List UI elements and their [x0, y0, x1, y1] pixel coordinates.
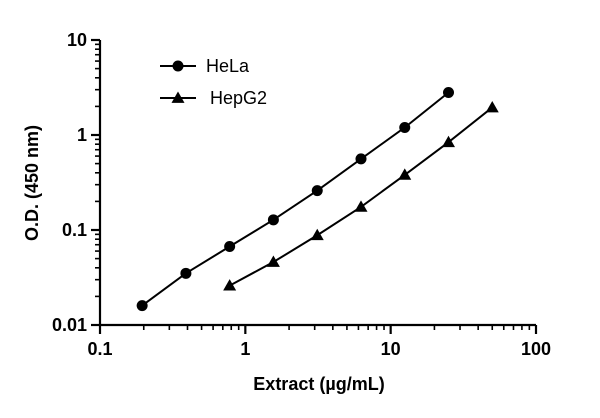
data-point	[398, 168, 412, 180]
data-point	[310, 228, 324, 241]
data-point	[223, 279, 237, 291]
y-tick-label: 0.1	[62, 220, 87, 240]
y-tick-label: 0.01	[52, 315, 87, 335]
data-point	[354, 200, 368, 212]
data-point	[136, 300, 148, 312]
x-tick-label: 100	[521, 339, 551, 359]
data-point	[399, 121, 411, 133]
data-point	[442, 135, 456, 148]
data-point	[180, 267, 192, 279]
data-point	[485, 100, 499, 113]
data-point	[443, 87, 455, 99]
y-tick-label: 10	[67, 30, 87, 50]
x-tick-label: 10	[381, 339, 401, 359]
series-line	[229, 106, 493, 287]
x-tick-label: 1	[240, 339, 250, 359]
x-axis-ticks: 0.1 1 10 100	[87, 325, 551, 359]
data-point	[224, 241, 236, 253]
legend: HeLa HepG2	[160, 56, 267, 108]
y-tick-label: 1	[77, 125, 87, 145]
y-axis-title: O.D. (450 nm)	[22, 125, 42, 241]
data-point	[355, 153, 367, 165]
series-line	[141, 91, 450, 307]
legend-marker	[171, 91, 185, 103]
axes	[98, 40, 536, 327]
legend-marker	[172, 60, 184, 72]
x-axis-title: Extract (µg/mL)	[253, 374, 384, 394]
plot-series	[136, 87, 499, 312]
legend-label: HeLa	[206, 56, 250, 76]
data-point	[266, 255, 280, 267]
series-hepg2	[223, 100, 499, 291]
series-hela	[136, 87, 455, 312]
legend-label: HepG2	[210, 88, 267, 108]
legend-item-hepg2: HepG2	[160, 88, 267, 108]
y-axis-ticks: 0.01 0.1 1 10	[52, 30, 100, 335]
data-point	[267, 214, 279, 226]
x-tick-label: 0.1	[87, 339, 112, 359]
legend-item-hela: HeLa	[160, 56, 250, 76]
data-point	[311, 185, 323, 197]
